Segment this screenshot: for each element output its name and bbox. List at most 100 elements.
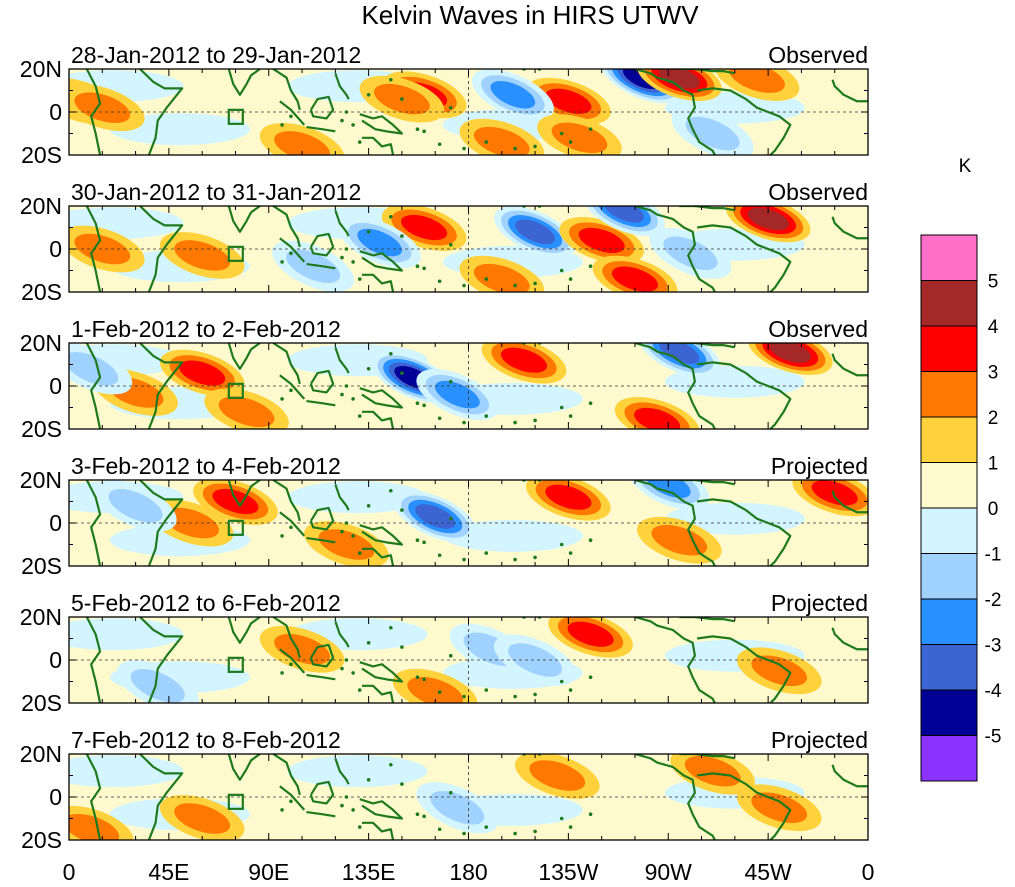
lon-label: 90W	[645, 859, 693, 885]
panel-status: Projected	[771, 727, 868, 753]
island	[559, 679, 564, 684]
colorbar-swatch	[920, 325, 978, 372]
reference-box	[227, 656, 244, 673]
coastline	[227, 206, 261, 233]
island	[351, 123, 355, 127]
island	[389, 351, 393, 356]
island	[357, 825, 362, 829]
coastline	[306, 536, 336, 544]
island	[415, 127, 420, 131]
anomaly-contour	[130, 669, 185, 703]
island	[366, 230, 371, 234]
anomaly-contour	[651, 524, 708, 556]
reference-box	[227, 793, 244, 810]
island	[344, 658, 349, 662]
coastline	[309, 232, 335, 257]
colorbar-swatch	[920, 462, 978, 509]
anomaly-contour	[508, 643, 563, 677]
island	[462, 146, 466, 151]
map-panel: 20N 0 20S 7-Feb-2012 to 8-Feb-2012 Projected	[20, 727, 869, 853]
island	[415, 812, 420, 816]
map-panel: 20N 0 20S 30-Jan-2012 to 31-Jan-2012 Observe…	[20, 179, 869, 305]
coastline	[139, 343, 184, 429]
colorbar-label: -5	[985, 727, 1002, 748]
island	[351, 671, 355, 675]
colorbar-label: 3	[988, 363, 999, 384]
island	[448, 790, 453, 795]
coastline	[634, 69, 716, 155]
panel-status: Observed	[768, 42, 868, 68]
island	[351, 397, 355, 401]
anomaly-contour	[684, 755, 741, 787]
panel-date: 30-Jan-2012 to 31-Jan-2012	[71, 179, 361, 205]
island	[437, 142, 442, 147]
anomaly-contour	[401, 214, 448, 241]
coastline	[361, 547, 395, 566]
island	[415, 401, 420, 406]
coastline	[634, 754, 716, 840]
colorbar-label: -4	[985, 681, 1002, 702]
island	[357, 414, 362, 418]
island	[340, 803, 344, 808]
island	[568, 551, 573, 555]
island	[344, 110, 349, 114]
lat-label: 20N	[20, 330, 62, 356]
island	[366, 504, 371, 508]
coastline	[306, 125, 336, 133]
island	[588, 127, 593, 131]
lat-label: 0	[49, 99, 62, 125]
island	[280, 671, 284, 675]
coastline	[679, 206, 736, 212]
lon-label: 45W	[744, 859, 792, 885]
anomaly-contour	[442, 519, 583, 552]
map-panel: 20N 0 20S 1-Feb-2012 to 2-Feb-2012 Observed	[20, 316, 869, 442]
coastline	[139, 754, 184, 840]
island	[389, 214, 393, 219]
anomaly-contour	[747, 207, 789, 231]
island	[484, 825, 489, 829]
island	[357, 140, 362, 144]
island	[289, 662, 293, 667]
lat-label: 20N	[20, 741, 62, 767]
panels-group: 20N 0 20S 28-Jan-2012 to 29-Jan-2012 Observe…	[20, 42, 869, 853]
anomaly-contour	[603, 206, 644, 223]
coastline	[361, 410, 395, 429]
anomaly-contour	[811, 480, 858, 506]
coastlines	[85, 343, 868, 429]
island	[559, 542, 564, 547]
coastline	[85, 617, 102, 703]
colorbar-label: -3	[985, 636, 1002, 657]
coastline	[85, 754, 102, 840]
island	[448, 105, 453, 110]
island	[389, 625, 393, 630]
island	[437, 690, 442, 695]
island	[400, 782, 404, 786]
map-panel: 20N 0 20S 28-Jan-2012 to 29-Jan-2012 Observe…	[20, 42, 869, 168]
island	[289, 251, 293, 256]
anomaly-contour	[545, 484, 592, 510]
island	[513, 420, 517, 425]
coastline	[334, 346, 350, 374]
island	[422, 814, 426, 819]
island	[289, 388, 293, 393]
coastline	[227, 343, 261, 370]
island	[422, 677, 426, 682]
anomaly-contour	[174, 240, 231, 271]
island	[462, 694, 466, 699]
coastline	[85, 69, 102, 155]
lat-label: 0	[49, 236, 62, 262]
coastline	[359, 387, 404, 409]
island	[533, 281, 537, 286]
coastline	[279, 785, 306, 811]
lon-label: 135E	[342, 859, 396, 885]
island	[400, 645, 404, 649]
anomaly-contour	[74, 92, 131, 123]
island	[484, 551, 489, 555]
lon-label: 45E	[148, 859, 189, 885]
coastline	[306, 810, 336, 818]
anomaly-contour	[578, 227, 625, 253]
longitude-tick-labels: 0 45E 90E 135E 180 135W 90W 45W 0	[63, 859, 875, 885]
coastline	[634, 617, 716, 703]
anomaly-contour	[490, 81, 536, 109]
island	[366, 778, 371, 782]
